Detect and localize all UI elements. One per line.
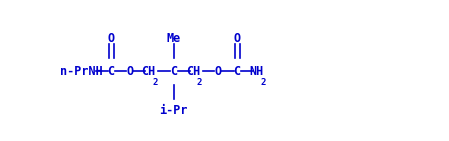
Text: 2: 2 — [197, 78, 202, 87]
Text: 2: 2 — [152, 78, 158, 87]
Text: C: C — [170, 65, 177, 78]
Text: Me: Me — [167, 32, 181, 45]
Text: O: O — [214, 65, 221, 78]
Text: CH: CH — [141, 65, 156, 78]
Text: O: O — [108, 32, 114, 45]
Text: O: O — [126, 65, 133, 78]
Text: C: C — [233, 65, 241, 78]
Text: CH: CH — [186, 65, 200, 78]
Text: O: O — [233, 32, 241, 45]
Text: C: C — [108, 65, 114, 78]
Text: i-Pr: i-Pr — [159, 104, 188, 117]
Text: n-PrNH: n-PrNH — [60, 65, 102, 78]
Text: NH: NH — [250, 65, 264, 78]
Text: 2: 2 — [261, 78, 266, 87]
